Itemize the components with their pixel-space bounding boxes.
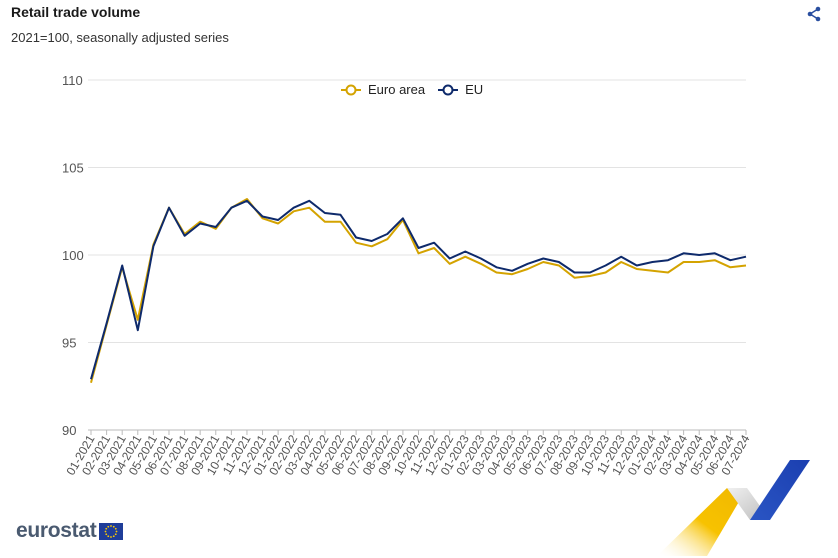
series-line-eu[interactable] [90,199,747,380]
eu-flag-icon [99,522,124,540]
y-tick-label: 90 [62,423,76,438]
legend-marker-euro-area [341,84,361,95]
legend-item-euro-area[interactable]: Euro area [340,82,425,97]
y-tick-label: 110 [62,73,83,88]
series-line-euro-area[interactable] [90,198,747,383]
legend-label-eu: EU [465,82,484,97]
y-tick-label: 95 [62,336,76,351]
chart-subtitle: 2021=100, seasonally adjusted series [11,30,229,45]
y-tick-label: 105 [62,161,84,176]
share-icon[interactable] [806,6,822,22]
legend-item-eu[interactable]: EU [437,82,483,97]
legend-marker-eu [438,84,459,95]
chart-legend: Euro area EU [340,82,495,97]
eurostat-logo: eurostat [16,519,124,543]
chart-title: Retail trade volume [11,4,141,20]
legend-label-euro-area: Euro area [368,82,426,97]
y-tick-label: 100 [62,248,84,263]
logo-text: eurostat [16,519,97,542]
eurostat-corner-graphic [657,460,810,556]
